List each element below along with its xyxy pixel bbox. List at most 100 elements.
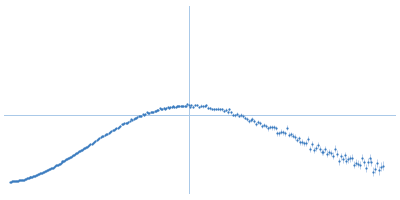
Point	[52, 164, 59, 167]
Point	[86, 143, 92, 147]
Point	[60, 159, 67, 163]
Point	[246, 119, 252, 123]
Point	[11, 180, 17, 183]
Point	[17, 179, 23, 182]
Point	[276, 132, 282, 135]
Point	[374, 161, 380, 164]
Point	[44, 169, 50, 172]
Point	[22, 177, 28, 181]
Point	[364, 160, 371, 163]
Point	[286, 133, 292, 136]
Point	[158, 108, 164, 111]
Point	[196, 105, 202, 109]
Point	[34, 173, 40, 176]
Point	[272, 127, 279, 130]
Point	[59, 160, 66, 163]
Point	[278, 130, 284, 133]
Point	[290, 134, 296, 137]
Point	[359, 156, 365, 159]
Point	[222, 108, 229, 111]
Point	[316, 147, 323, 150]
Point	[201, 105, 208, 108]
Point	[219, 108, 225, 111]
Point	[153, 109, 159, 113]
Point	[116, 125, 122, 128]
Point	[129, 118, 136, 121]
Point	[56, 162, 63, 165]
Point	[295, 137, 302, 140]
Point	[14, 179, 20, 182]
Point	[167, 105, 174, 109]
Point	[73, 152, 79, 155]
Point	[148, 110, 154, 114]
Point	[149, 110, 155, 114]
Point	[265, 127, 271, 130]
Point	[297, 141, 304, 144]
Point	[253, 122, 260, 125]
Point	[203, 104, 210, 107]
Point	[90, 141, 96, 144]
Point	[8, 180, 14, 183]
Point	[126, 119, 133, 122]
Point	[261, 123, 267, 126]
Point	[184, 103, 190, 106]
Point	[176, 104, 183, 108]
Point	[322, 148, 328, 151]
Point	[96, 137, 103, 140]
Point	[125, 120, 132, 123]
Point	[220, 109, 227, 112]
Point	[303, 141, 310, 145]
Point	[112, 127, 118, 130]
Point	[282, 132, 288, 135]
Point	[35, 173, 42, 176]
Point	[145, 112, 151, 115]
Point	[18, 178, 25, 181]
Point	[92, 139, 99, 142]
Point	[178, 104, 184, 107]
Point	[33, 173, 40, 176]
Point	[37, 171, 43, 174]
Point	[217, 108, 223, 111]
Point	[366, 157, 373, 160]
Point	[40, 170, 46, 173]
Point	[182, 104, 188, 107]
Point	[263, 124, 269, 127]
Point	[24, 177, 31, 180]
Point	[192, 104, 198, 107]
Point	[79, 149, 85, 152]
Point	[175, 104, 181, 108]
Point	[215, 107, 221, 111]
Point	[172, 106, 179, 109]
Point	[166, 107, 172, 110]
Point	[10, 179, 16, 183]
Point	[13, 179, 19, 182]
Point	[91, 140, 97, 143]
Point	[115, 126, 121, 129]
Point	[122, 121, 129, 125]
Point	[141, 114, 147, 117]
Point	[160, 106, 167, 110]
Point	[22, 177, 29, 180]
Point	[16, 179, 22, 182]
Point	[39, 171, 45, 174]
Point	[347, 157, 354, 160]
Point	[71, 153, 77, 156]
Point	[305, 137, 311, 141]
Point	[372, 167, 378, 170]
Point	[188, 104, 194, 107]
Point	[326, 150, 332, 153]
Point	[144, 111, 150, 114]
Point	[268, 126, 275, 129]
Point	[163, 106, 170, 109]
Point	[80, 147, 86, 150]
Point	[155, 109, 162, 112]
Point	[61, 159, 68, 162]
Point	[65, 157, 72, 160]
Point	[49, 166, 55, 169]
Point	[154, 108, 160, 111]
Point	[66, 156, 72, 159]
Point	[207, 107, 214, 110]
Point	[117, 124, 124, 127]
Point	[205, 106, 212, 109]
Point	[259, 124, 265, 127]
